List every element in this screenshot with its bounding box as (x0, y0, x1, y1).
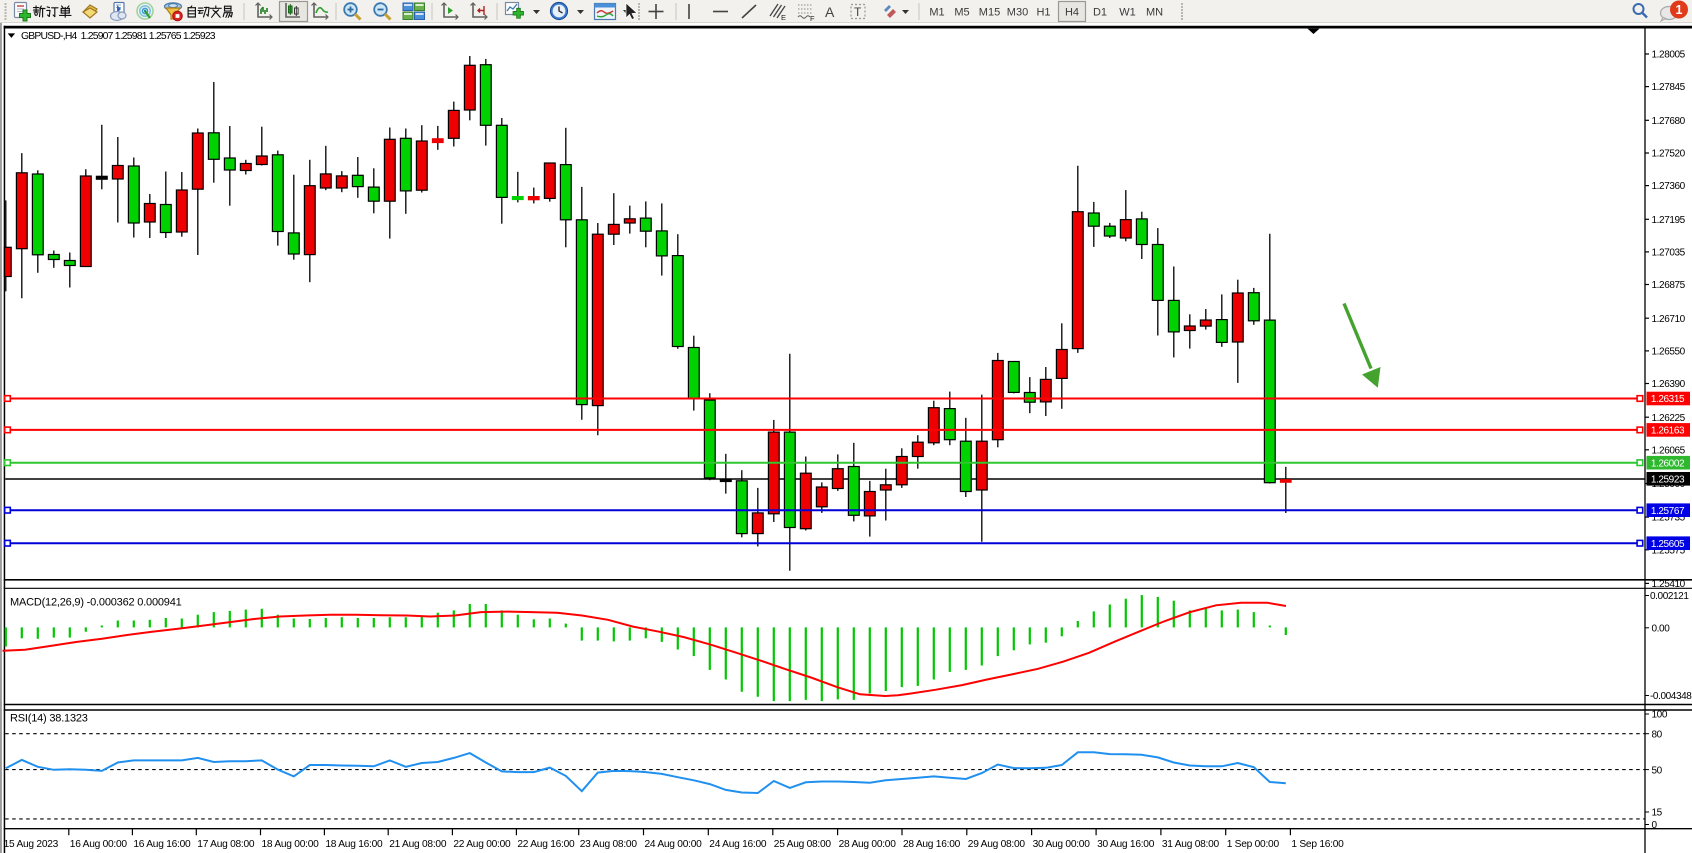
svg-text:GBPUSD-,H4 1.25907 1.25981 1.: GBPUSD-,H4 1.25907 1.25981 1.25765 1.259… (21, 31, 216, 42)
svg-text:MN: MN (1146, 7, 1163, 19)
svg-text:1.26065: 1.26065 (1652, 445, 1686, 456)
svg-text:17 Aug 08:00: 17 Aug 08:00 (197, 839, 255, 850)
svg-text:1.26163: 1.26163 (1651, 426, 1685, 437)
svg-text:W1: W1 (1119, 7, 1136, 19)
svg-text:16 Aug 16:00: 16 Aug 16:00 (133, 839, 191, 850)
svg-text:1.27195: 1.27195 (1652, 215, 1686, 226)
svg-text:18 Aug 16:00: 18 Aug 16:00 (325, 839, 383, 850)
svg-text:1.25767: 1.25767 (1651, 506, 1685, 517)
svg-text:1.25735: 1.25735 (1652, 513, 1686, 524)
svg-text:80: 80 (1652, 729, 1663, 740)
svg-text:1.27035: 1.27035 (1652, 248, 1686, 259)
svg-text:1.27360: 1.27360 (1652, 181, 1686, 192)
svg-text:21 Aug 08:00: 21 Aug 08:00 (389, 839, 447, 850)
svg-text:1.26315: 1.26315 (1651, 394, 1685, 405)
svg-text:M5: M5 (954, 7, 969, 19)
svg-text:RSI(14) 38.1323: RSI(14) 38.1323 (10, 713, 88, 725)
svg-text:1.25410: 1.25410 (1652, 579, 1686, 590)
svg-text:1.25575: 1.25575 (1652, 545, 1686, 556)
svg-text:18 Aug 00:00: 18 Aug 00:00 (262, 839, 320, 850)
svg-text:MACD(12,26,9) -0.000362 0.0009: MACD(12,26,9) -0.000362 0.000941 (10, 597, 182, 609)
svg-text:15: 15 (1652, 808, 1663, 819)
svg-text:-0.004348: -0.004348 (1650, 691, 1692, 702)
svg-text:0.00: 0.00 (1652, 623, 1671, 634)
svg-text:28 Aug 00:00: 28 Aug 00:00 (839, 839, 897, 850)
svg-text:15 Aug 2023: 15 Aug 2023 (4, 839, 59, 850)
svg-text:1.27845: 1.27845 (1652, 82, 1686, 93)
svg-text:23 Aug 08:00: 23 Aug 08:00 (580, 839, 638, 850)
svg-text:M30: M30 (1007, 7, 1028, 19)
svg-text:A: A (825, 4, 835, 20)
svg-text:1.25923: 1.25923 (1651, 475, 1685, 486)
svg-text:E: E (781, 13, 786, 22)
svg-text:30 Aug 00:00: 30 Aug 00:00 (1033, 839, 1091, 850)
svg-text:22 Aug 16:00: 22 Aug 16:00 (517, 839, 575, 850)
svg-text:1.27680: 1.27680 (1652, 116, 1686, 127)
svg-text:25 Aug 08:00: 25 Aug 08:00 (774, 839, 832, 850)
svg-text:1.26225: 1.26225 (1652, 413, 1686, 424)
svg-text:D1: D1 (1093, 7, 1107, 19)
svg-text:24 Aug 16:00: 24 Aug 16:00 (709, 839, 767, 850)
svg-text:30 Aug 16:00: 30 Aug 16:00 (1097, 839, 1155, 850)
svg-text:M15: M15 (979, 7, 1000, 19)
svg-text:1.26390: 1.26390 (1652, 379, 1686, 390)
svg-text:H4: H4 (1065, 7, 1079, 19)
svg-text:T: T (854, 5, 862, 19)
svg-text:1 Sep 16:00: 1 Sep 16:00 (1291, 839, 1344, 850)
svg-text:1.26875: 1.26875 (1652, 280, 1686, 291)
svg-text:1.26002: 1.26002 (1651, 458, 1685, 469)
svg-text:1.26550: 1.26550 (1652, 347, 1686, 358)
svg-text:1.26710: 1.26710 (1652, 314, 1686, 325)
svg-text:24 Aug 00:00: 24 Aug 00:00 (645, 839, 703, 850)
svg-text:22 Aug 00:00: 22 Aug 00:00 (453, 839, 511, 850)
svg-text:F: F (810, 14, 815, 23)
svg-text:29 Aug 08:00: 29 Aug 08:00 (968, 839, 1026, 850)
svg-text:28 Aug 16:00: 28 Aug 16:00 (903, 839, 961, 850)
svg-text:1.27520: 1.27520 (1652, 149, 1686, 160)
svg-text:31 Aug 08:00: 31 Aug 08:00 (1162, 839, 1220, 850)
svg-text:100: 100 (1652, 710, 1668, 721)
svg-text:1.25605: 1.25605 (1651, 539, 1685, 550)
svg-text:M1: M1 (929, 7, 944, 19)
svg-text:1.28005: 1.28005 (1652, 50, 1686, 61)
svg-text:16 Aug 00:00: 16 Aug 00:00 (70, 839, 128, 850)
svg-text:H1: H1 (1036, 7, 1050, 19)
svg-text:50: 50 (1652, 765, 1663, 776)
svg-text:1: 1 (1676, 3, 1683, 17)
svg-text:0: 0 (1652, 820, 1658, 831)
svg-text:0.002121: 0.002121 (1650, 591, 1689, 602)
svg-text:1 Sep 00:00: 1 Sep 00:00 (1227, 839, 1280, 850)
